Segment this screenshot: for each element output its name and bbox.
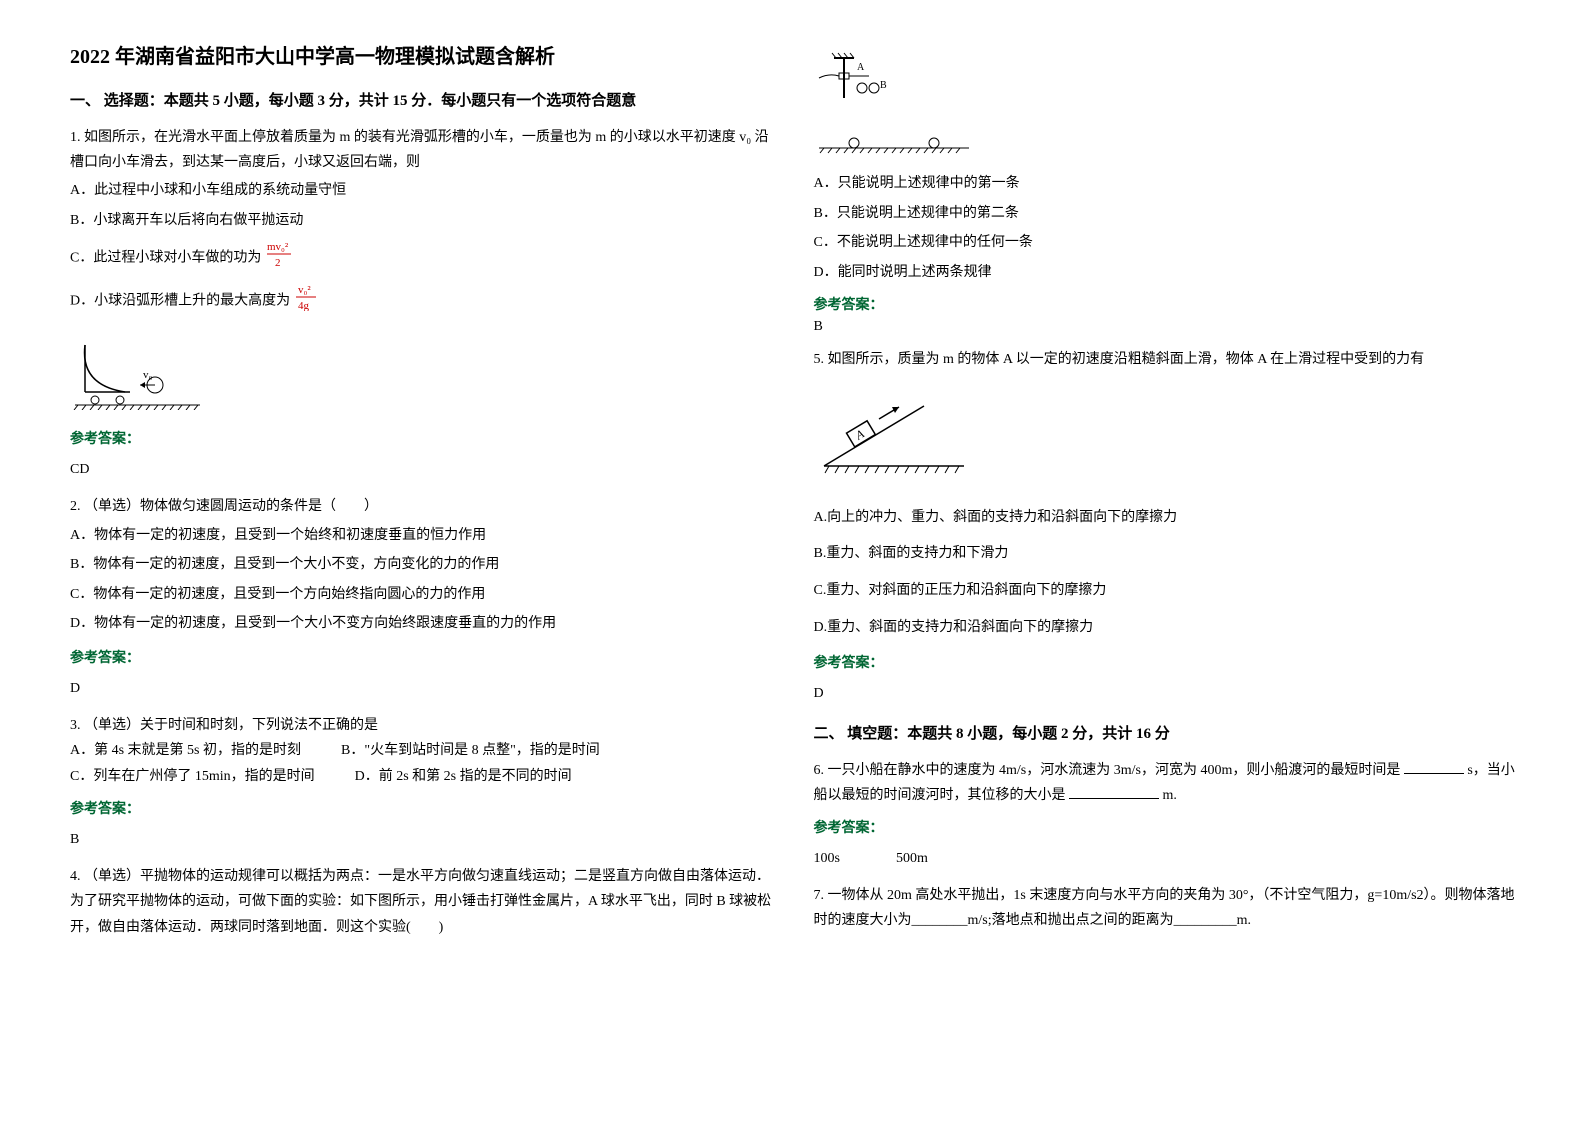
q1-stem: 1. 如图所示，在光滑水平面上停放着质量为 m 的装有光滑弧形槽的小车，一质量也… — [70, 125, 774, 175]
section1-header: 一、 选择题：本题共 5 小题，每小题 3 分，共计 15 分．每小题只有一个选… — [70, 89, 774, 110]
q4-optB: B．只能说明上述规律中的第二条 — [814, 201, 1518, 228]
q1-diagram: v₀ — [70, 330, 774, 419]
q3-stem: 3. （单选）关于时间和时刻，下列说法不正确的是 — [70, 713, 774, 738]
svg-text:A: A — [857, 62, 865, 73]
q4-optD: D．能同时说明上述两条规律 — [814, 260, 1518, 287]
q3-options: A．第 4s 末就是第 5s 初，指的是时刻 B．"火车到站时间是 8 点整"，… — [70, 738, 774, 763]
q2-answer: D — [70, 676, 774, 701]
q6-blank1 — [1404, 760, 1464, 774]
svg-text:v₀: v₀ — [143, 369, 153, 381]
svg-text:mv₀²: mv₀² — [267, 241, 289, 253]
q4-answer-label: 参考答案： — [814, 294, 1518, 314]
q2-options: A．物体有一定的初速度，且受到一个始终和初速度垂直的恒力作用 B．物体有一定的初… — [70, 523, 774, 638]
q2-optB: B．物体有一定的初速度，且受到一个大小不变，方向变化的力的作用 — [70, 552, 774, 579]
q2-optD: D．物体有一定的初速度，且受到一个大小不变方向始终跟速度垂直的力的作用 — [70, 611, 774, 638]
q5-answer: D — [814, 681, 1518, 706]
q1-optB: B．小球离开车以后将向右做平抛运动 — [70, 208, 774, 235]
q1-optD: D．小球沿弧形槽上升的最大高度为 v₀² 4g — [70, 281, 774, 322]
q2-optA: A．物体有一定的初速度，且受到一个始终和初速度垂直的恒力作用 — [70, 523, 774, 550]
q2-stem: 2. （单选）物体做匀速圆周运动的条件是（ ） — [70, 494, 774, 519]
q3-optA: A．第 4s 末就是第 5s 初，指的是时刻 — [70, 738, 301, 763]
q6-blank2 — [1069, 785, 1159, 799]
section2-header: 二、 填空题：本题共 8 小题，每小题 2 分，共计 16 分 — [814, 722, 1518, 743]
q2-answer-label: 参考答案： — [70, 646, 774, 671]
q5-options: A.向上的冲力、重力、斜面的支持力和沿斜面向下的摩擦力 B.重力、斜面的支持力和… — [814, 505, 1518, 641]
question-5: 5. 如图所示，质量为 m 的物体 A 以一定的初速度沿粗糙斜面上滑，物体 A … — [814, 347, 1518, 706]
q5-optB: B.重力、斜面的支持力和下滑力 — [814, 541, 1518, 568]
left-column: 2022 年湖南省益阳市大山中学高一物理模拟试题含解析 一、 选择题：本题共 5… — [50, 40, 794, 950]
svg-text:2: 2 — [275, 257, 281, 268]
question-2: 2. （单选）物体做匀速圆周运动的条件是（ ） A．物体有一定的初速度，且受到一… — [70, 494, 774, 701]
q2-optC: C．物体有一定的初速度，且受到一个方向始终指向圆心的力的作用 — [70, 582, 774, 609]
q4-optC: C．不能说明上述规律中的任何一条 — [814, 230, 1518, 257]
q6-stem-p3: m. — [1163, 788, 1177, 803]
q1-optD-prefix: D．小球沿弧形槽上升的最大高度为 — [70, 294, 290, 309]
svg-text:v₀²: v₀² — [298, 284, 311, 296]
q3-optC: C．列车在广州停了 15min，指的是时间 — [70, 764, 315, 789]
q4-stem: 4. （单选）平抛物体的运动规律可以概括为两点：一是水平方向做匀速直线运动；二是… — [70, 864, 774, 940]
q3-options-2: C．列车在广州停了 15min，指的是时间 D．前 2s 和第 2s 指的是不同… — [70, 764, 774, 789]
question-7: 7. 一物体从 20m 高处水平抛出，1s 末速度方向与水平方向的夹角为 30°… — [814, 883, 1518, 933]
question-3: 3. （单选）关于时间和时刻，下列说法不正确的是 A．第 4s 末就是第 5s … — [70, 713, 774, 852]
q3-optB: B．"火车到站时间是 8 点整"，指的是时间 — [341, 738, 600, 763]
q5-stem: 5. 如图所示，质量为 m 的物体 A 以一定的初速度沿粗糙斜面上滑，物体 A … — [814, 347, 1518, 372]
q1-optC: C．此过程小球对小车做的功为 mv₀² 2 — [70, 238, 774, 279]
q4-optA: A．只能说明上述规律中的第一条 — [814, 171, 1518, 198]
question-1: 1. 如图所示，在光滑水平面上停放着质量为 m 的装有光滑弧形槽的小车，一质量也… — [70, 125, 774, 482]
q3-answer-label: 参考答案： — [70, 797, 774, 822]
exam-title: 2022 年湖南省益阳市大山中学高一物理模拟试题含解析 — [70, 40, 774, 69]
q1-optC-prefix: C．此过程小球对小车做的功为 — [70, 250, 261, 265]
question-6: 6. 一只小船在静水中的速度为 4m/s，河水流速为 3m/s，河宽为 400m… — [814, 758, 1518, 872]
question-4: 4. （单选）平抛物体的运动规律可以概括为两点：一是水平方向做匀速直线运动；二是… — [70, 864, 774, 940]
q4-answer: B — [814, 319, 1518, 335]
q1-optD-formula: v₀² 4g — [294, 281, 320, 322]
q7-stem: 7. 一物体从 20m 高处水平抛出，1s 末速度方向与水平方向的夹角为 30°… — [814, 883, 1518, 933]
q5-optC: C.重力、对斜面的正压力和沿斜面向下的摩擦力 — [814, 578, 1518, 605]
q6-answer-label: 参考答案： — [814, 816, 1518, 841]
q1-optA: A．此过程中小球和小车组成的系统动量守恒 — [70, 178, 774, 205]
q4-diagram: A B — [814, 48, 1518, 163]
right-column: A B A．只能说明上述规律中的第一条 B．只能说明上述规律中的第二条 C．不能… — [794, 40, 1538, 950]
q5-diagram: A — [814, 381, 1518, 490]
q5-answer-label: 参考答案： — [814, 651, 1518, 676]
q6-stem-p1: 6. 一只小船在静水中的速度为 4m/s，河水流速为 3m/s，河宽为 400m… — [814, 763, 1401, 778]
q1-options: A．此过程中小球和小车组成的系统动量守恒 B．小球离开车以后将向右做平抛运动 C… — [70, 178, 774, 321]
q4-options: A．只能说明上述规律中的第一条 B．只能说明上述规律中的第二条 C．不能说明上述… — [814, 171, 1518, 286]
q1-answer: CD — [70, 457, 774, 482]
q5-optA: A.向上的冲力、重力、斜面的支持力和沿斜面向下的摩擦力 — [814, 505, 1518, 532]
q5-optD: D.重力、斜面的支持力和沿斜面向下的摩擦力 — [814, 615, 1518, 642]
q6-answer: 100s 500m — [814, 846, 1518, 871]
svg-text:4g: 4g — [298, 300, 310, 311]
svg-text:B: B — [880, 80, 887, 91]
q1-answer-label: 参考答案： — [70, 427, 774, 452]
q3-answer: B — [70, 827, 774, 852]
q3-optD: D．前 2s 和第 2s 指的是不同的时间 — [355, 764, 572, 789]
q1-optC-formula: mv₀² 2 — [265, 238, 295, 279]
